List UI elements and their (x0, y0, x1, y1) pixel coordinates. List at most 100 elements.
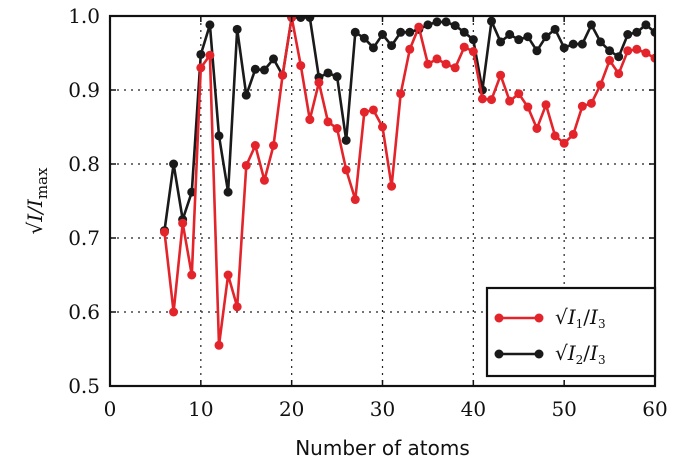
series-2-point (650, 27, 655, 37)
series-2-point (205, 20, 215, 30)
series-1-point (496, 70, 506, 80)
series-1-point (368, 105, 378, 115)
series-1-point (596, 80, 605, 90)
x-tick-label: 60 (642, 397, 667, 421)
series-1-point (532, 123, 542, 133)
series-1-point (332, 123, 342, 133)
series-2-point (577, 39, 587, 49)
series-2-point (169, 159, 179, 169)
series-2-point (523, 32, 533, 42)
series-1-point (250, 141, 260, 150)
x-tick-label: 40 (461, 397, 486, 421)
series-1-point (414, 22, 424, 32)
series-2-point (432, 17, 442, 27)
series-1-point (523, 102, 533, 112)
series-1-point (187, 270, 197, 280)
series-2-point (532, 46, 542, 56)
series-1-point (387, 181, 397, 191)
series-1-point (296, 61, 306, 71)
series-2-point (387, 41, 397, 51)
series-2-point (641, 20, 651, 30)
legend-box (485, 286, 657, 378)
series-1-point (514, 89, 524, 99)
legend-item-1: √I1/I3 (494, 305, 606, 331)
series-1-point (205, 50, 215, 60)
series-2-point (241, 90, 251, 100)
y-tick-label: 0.8 (68, 152, 100, 176)
series-2-point (605, 46, 615, 56)
series-2-point (332, 72, 342, 82)
series-2-point (359, 33, 369, 43)
series-1-point (396, 89, 406, 99)
series-1-point (450, 63, 460, 73)
series-1-point (550, 131, 560, 141)
series-2-point (250, 64, 260, 74)
series-1-point (441, 59, 451, 69)
series-2-point (623, 30, 633, 39)
series-2-point (259, 65, 269, 75)
series-2-point (341, 135, 351, 145)
series-1-point (459, 42, 469, 52)
series-1-point (632, 44, 642, 54)
series-2-point (323, 68, 333, 78)
series-1-point (305, 115, 315, 125)
series-2-point (378, 30, 387, 39)
x-tick-label: 30 (370, 397, 395, 421)
series-1-point (432, 54, 442, 64)
x-tick-label: 20 (279, 397, 304, 421)
series-2-point (632, 27, 642, 37)
series-1-point (232, 302, 242, 312)
legend-swatch-marker (534, 349, 544, 359)
series-1-point (568, 129, 578, 139)
y-axis-title-sub: max (33, 167, 51, 199)
series-1-point (178, 218, 188, 228)
series-2-point (459, 27, 469, 37)
series-2-point (350, 27, 360, 37)
legend: √I1/I3 √I2/I3 (485, 286, 657, 378)
x-tick-label: 0 (104, 397, 117, 421)
series-1-point (378, 122, 387, 132)
series-2-point (232, 24, 242, 34)
series-2-point (196, 49, 206, 59)
series-2-point (559, 43, 569, 53)
series-1-point (468, 47, 478, 57)
y-tick-label: 0.6 (68, 300, 100, 324)
series-2-point (405, 27, 415, 37)
series-1-point (214, 340, 224, 350)
series-2-point (396, 27, 406, 37)
legend-swatch-marker (534, 313, 544, 323)
legend-label: √I2/I3 (555, 341, 606, 367)
legend-swatch-marker (494, 349, 504, 359)
series-1-point (650, 53, 655, 63)
series-2-point (550, 24, 560, 34)
series-1-point (350, 195, 360, 205)
series-1-point (505, 96, 515, 106)
series-2-point (514, 35, 524, 45)
series-1-point (269, 141, 278, 150)
series-1-point (623, 46, 633, 56)
series-1-point (487, 95, 496, 105)
series-1-point (196, 63, 206, 73)
y-tick-label: 0.7 (68, 226, 100, 250)
series-1-point (641, 48, 651, 58)
series-1-point (577, 101, 587, 111)
series-2-point (423, 20, 433, 30)
series-2-point (586, 20, 596, 30)
series-1-point (541, 100, 551, 110)
series-1-point (405, 44, 415, 54)
series-1-point (477, 94, 487, 104)
series-2-point (187, 187, 197, 197)
y-tick-label: 1.0 (68, 4, 100, 28)
y-tick-label: 0.9 (68, 78, 100, 102)
series-1-point (359, 107, 369, 117)
y-tick-label: 0.5 (68, 374, 100, 398)
series-1-point (341, 165, 351, 175)
series-1-point (614, 69, 624, 79)
series-2-point (450, 21, 460, 31)
y-axis-title-radical: √ (23, 221, 47, 234)
x-axis-title: Number of atoms (295, 436, 470, 460)
series-2-point (368, 43, 378, 53)
series-1-point (223, 270, 233, 280)
series-2-point (568, 39, 578, 49)
